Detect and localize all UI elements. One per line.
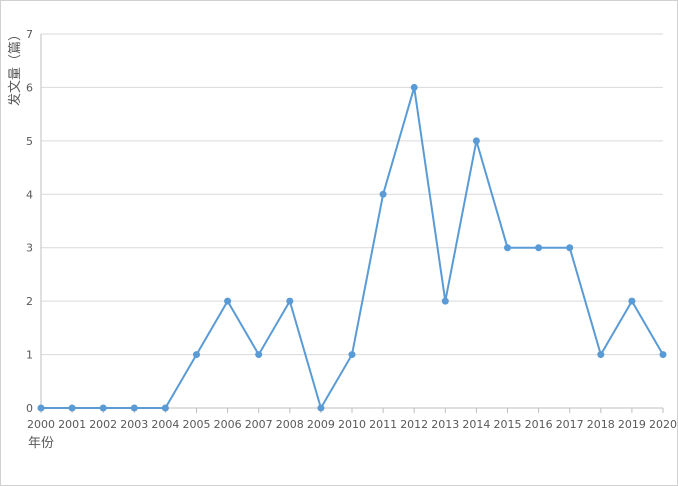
x-tick-label: 2019 bbox=[618, 418, 646, 431]
x-tick-label: 2020 bbox=[649, 418, 677, 431]
y-tick-label: 0 bbox=[26, 402, 33, 415]
data-point bbox=[193, 351, 200, 359]
x-tick-label: 2017 bbox=[556, 418, 584, 431]
x-tick-label: 2010 bbox=[338, 418, 366, 431]
x-tick-label: 2005 bbox=[183, 418, 211, 431]
y-tick-label: 7 bbox=[26, 28, 33, 41]
data-point bbox=[410, 83, 418, 91]
x-tick-label: 2013 bbox=[431, 418, 459, 431]
y-tick-label: 2 bbox=[26, 295, 33, 308]
data-point bbox=[348, 351, 356, 359]
data-point bbox=[99, 404, 107, 412]
data-point bbox=[597, 351, 605, 359]
data-point bbox=[441, 297, 449, 305]
y-tick-label: 3 bbox=[26, 242, 33, 255]
data-point bbox=[161, 404, 169, 412]
data-point bbox=[68, 404, 76, 412]
x-tick-label: 2006 bbox=[214, 418, 242, 431]
x-axis-label: 年份 bbox=[28, 436, 54, 451]
x-tick-label: 2007 bbox=[245, 418, 273, 431]
y-tick-label: 1 bbox=[26, 349, 33, 362]
data-point bbox=[472, 137, 480, 145]
y-tick-label: 5 bbox=[26, 135, 33, 148]
data-point bbox=[224, 297, 232, 305]
x-tick-label: 2001 bbox=[58, 418, 86, 431]
data-point bbox=[628, 297, 636, 305]
data-point bbox=[659, 351, 667, 359]
x-tick-label: 2003 bbox=[120, 418, 148, 431]
x-tick-label: 2016 bbox=[525, 418, 553, 431]
data-point bbox=[379, 190, 387, 198]
data-point bbox=[535, 244, 543, 252]
x-tick-label: 2008 bbox=[276, 418, 304, 431]
x-tick-label: 2014 bbox=[462, 418, 490, 431]
x-tick-label: 2009 bbox=[307, 418, 335, 431]
data-point bbox=[255, 351, 263, 359]
data-point bbox=[317, 404, 325, 412]
data-point bbox=[286, 297, 294, 305]
data-point bbox=[566, 244, 574, 252]
x-tick-label: 2018 bbox=[587, 418, 615, 431]
x-tick-label: 2011 bbox=[369, 418, 397, 431]
data-point bbox=[37, 404, 45, 412]
x-tick-label: 2012 bbox=[400, 418, 428, 431]
data-point bbox=[130, 404, 138, 412]
y-tick-label: 4 bbox=[26, 188, 33, 201]
x-tick-label: 2015 bbox=[494, 418, 522, 431]
y-tick-label: 6 bbox=[26, 81, 33, 94]
x-tick-label: 2004 bbox=[151, 418, 179, 431]
y-axis-label: 发文量（篇） bbox=[7, 28, 23, 106]
x-tick-label: 2002 bbox=[89, 418, 117, 431]
x-tick-label: 2000 bbox=[27, 418, 55, 431]
data-point bbox=[504, 244, 511, 252]
